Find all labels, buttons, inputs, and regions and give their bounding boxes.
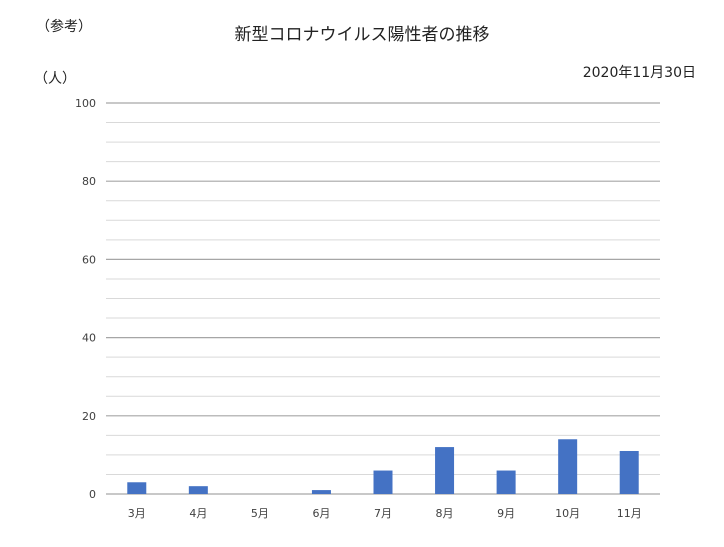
bar-7 bbox=[496, 470, 516, 494]
y-tick-label: 40 bbox=[82, 332, 96, 345]
x-tick-label: 11月 bbox=[617, 507, 642, 520]
x-tick-label: 10月 bbox=[555, 507, 580, 520]
x-tick-label: 8月 bbox=[436, 507, 454, 520]
bar-6 bbox=[435, 447, 455, 494]
x-tick-label: 3月 bbox=[128, 507, 146, 520]
bar-9 bbox=[619, 450, 639, 494]
y-tick-label: 100 bbox=[75, 97, 96, 110]
chart-title: 新型コロナウイルス陽性者の推移 bbox=[234, 25, 490, 45]
y-axis-unit-label: （人） bbox=[34, 71, 76, 87]
x-axis-ticks: 3月 4月 5月 6月 7月 8月 9月 10月 11月 bbox=[128, 507, 642, 520]
reference-note: （参考） bbox=[36, 19, 92, 35]
bars bbox=[127, 439, 639, 494]
x-tick-label: 4月 bbox=[189, 507, 207, 520]
y-tick-label: 80 bbox=[82, 175, 96, 188]
x-tick-label: 9月 bbox=[497, 507, 515, 520]
x-tick-label: 5月 bbox=[251, 507, 269, 520]
bar-5 bbox=[373, 470, 393, 494]
grid-lines bbox=[106, 102, 660, 495]
bar-4 bbox=[311, 490, 331, 494]
x-tick-label: 6月 bbox=[312, 507, 330, 520]
bar-1 bbox=[127, 482, 147, 494]
y-tick-label: 60 bbox=[82, 253, 96, 266]
y-axis-ticks: 0 20 40 60 80 100 bbox=[75, 97, 96, 501]
x-tick-label: 7月 bbox=[374, 507, 392, 520]
date-label: 2020年11月30日 bbox=[582, 65, 696, 81]
bar-2 bbox=[188, 486, 208, 494]
y-tick-label: 0 bbox=[89, 488, 96, 501]
bar-8 bbox=[558, 439, 578, 494]
y-tick-label: 20 bbox=[82, 410, 96, 423]
